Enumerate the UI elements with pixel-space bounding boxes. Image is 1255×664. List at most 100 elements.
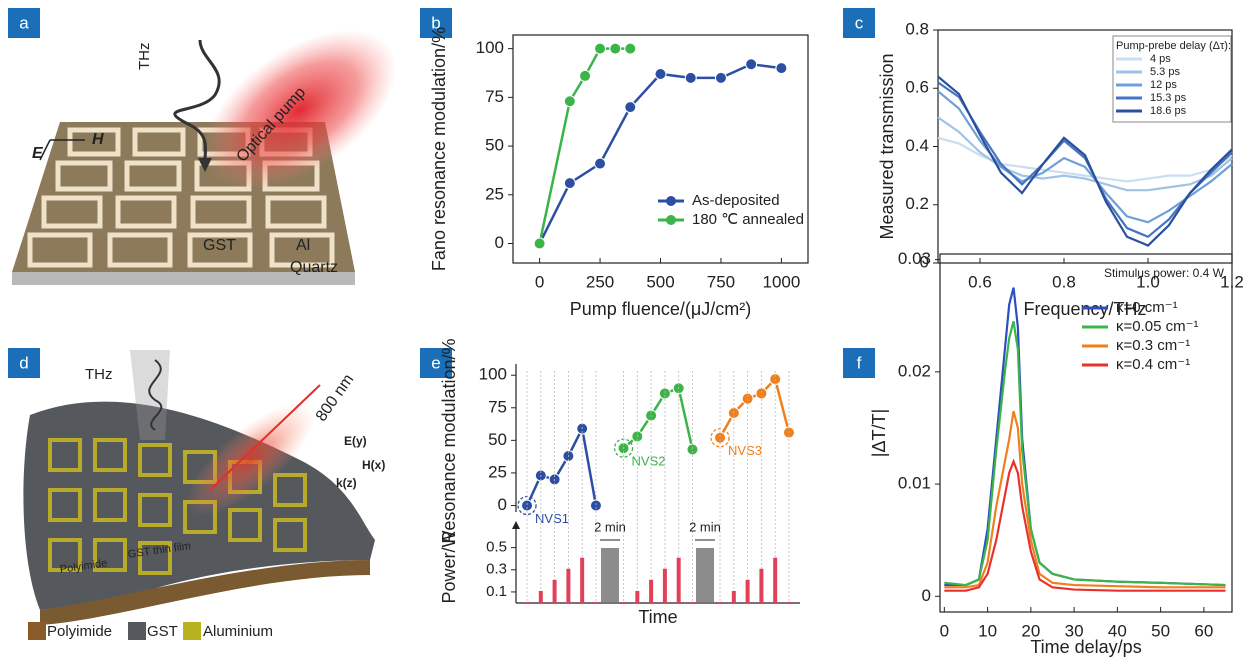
point (579, 69, 592, 82)
x-tick-label: 250 (586, 272, 614, 291)
point (589, 499, 602, 512)
y-axis-label: |ΔT/T| (869, 409, 889, 457)
series-label: NVS3 (728, 443, 762, 458)
point (658, 387, 671, 400)
x-tick-label: 750 (707, 272, 735, 291)
bar (690, 602, 695, 603)
legend-label: Polyimide (47, 623, 112, 640)
y-tick-label: 0.6 (905, 78, 929, 97)
bar (731, 590, 736, 603)
bar (580, 557, 585, 603)
bar (621, 602, 626, 603)
annotation: 2 min (689, 519, 721, 534)
point (684, 71, 697, 84)
y-tick-label: 0.1 (486, 583, 507, 600)
y-tick-label: 0.01 (898, 474, 931, 493)
x-tick-label: 30 (1065, 621, 1084, 640)
x-tick-label: 1.0 (1136, 272, 1160, 291)
pause-block (696, 548, 714, 602)
bar (786, 602, 791, 603)
x-axis-label: Pump fluence/(μJ/cm²) (570, 299, 751, 319)
diagram-label: GST (203, 237, 236, 254)
point (775, 62, 788, 75)
pause-block (601, 548, 619, 602)
panel-label-box (8, 348, 40, 378)
y-tick-label: 0 (495, 233, 504, 252)
point (714, 71, 727, 84)
point (563, 95, 576, 108)
bar (566, 568, 571, 603)
legend-label: 18.6 ps (1150, 105, 1187, 117)
diagram-label: Quartz (290, 259, 338, 276)
diagram-a: THz H E Optical pump GST Al Quartz (12, 30, 397, 285)
diagram-label: THz (136, 43, 153, 71)
y-tick-label: 25 (485, 184, 504, 203)
diagram-label: THz (85, 366, 113, 383)
y-tick-label: 50 (485, 136, 504, 155)
legend-label: 180 ℃ annealed (692, 211, 804, 228)
x-tick-label: 20 (1021, 621, 1040, 640)
series-label: NVS1 (535, 511, 569, 526)
diagram-label: H(x) (362, 458, 385, 472)
legend-label: κ=0.3 cm⁻¹ (1116, 337, 1190, 354)
y-tick-label: 0.8 (905, 19, 929, 38)
point (563, 177, 576, 190)
bar (525, 602, 530, 603)
x-axis-label: Time delay/ps (1030, 637, 1141, 657)
legend-marker (666, 215, 676, 225)
legend-label: κ=0.4 cm⁻¹ (1116, 356, 1190, 373)
point (594, 157, 607, 170)
y-tick-label: 75 (488, 397, 507, 416)
series-line (944, 410, 1226, 589)
point (533, 237, 546, 250)
diagram-d: THz 800 nm E(y) H(x) k(z) GST thin film … (23, 350, 385, 640)
y-tick-label: 25 (488, 462, 507, 481)
bar (649, 579, 654, 603)
panel-label-box (420, 348, 452, 378)
x-tick-label: 1000 (762, 272, 800, 291)
legend-label: 4 ps (1150, 53, 1171, 65)
annotation: Stimulus power: 0.4 W (1104, 266, 1225, 280)
point (609, 42, 622, 55)
y-tick-label: 0 (922, 586, 931, 605)
panel-label-box (420, 8, 452, 38)
legend-label: 5.3 ps (1150, 66, 1180, 78)
x-tick-label: 60 (1194, 621, 1213, 640)
point (686, 443, 699, 456)
legend-title: Pump-prebe delay (Δτ): (1116, 40, 1231, 52)
point (745, 58, 758, 71)
y-axis-label: Fano resonance modulation/% (429, 27, 449, 271)
legend-label: Aluminium (203, 623, 273, 640)
bar (593, 602, 598, 603)
panel-label-box (8, 8, 40, 38)
point (594, 42, 607, 55)
bar (773, 557, 778, 603)
series-line (525, 424, 598, 507)
panel-label-box (843, 348, 875, 378)
x-tick-label: 0.6 (968, 272, 992, 291)
legend-label: As-deposited (692, 192, 780, 209)
legend-label: 15.3 ps (1150, 92, 1187, 104)
plot-frame (939, 253, 1233, 613)
x-axis-label: Time (638, 607, 677, 627)
diagram-label: 800 nm (313, 371, 358, 424)
series-line (937, 116, 1233, 192)
legend-label: κ=0 cm⁻¹ (1116, 299, 1178, 316)
panel-label-box (843, 8, 875, 38)
diagram-label: E (32, 145, 44, 162)
bar (635, 590, 640, 603)
legend-box (1112, 35, 1232, 123)
series-line (944, 458, 1226, 592)
y-tick-label: 0.2 (905, 194, 929, 213)
y-tick-label: 0.03 (898, 249, 931, 268)
point (654, 67, 667, 80)
x-tick-label: 50 (1151, 621, 1170, 640)
panel-label: c (855, 13, 864, 32)
axis-arrow (512, 521, 520, 529)
series-label: NVS2 (632, 454, 666, 469)
x-tick-label: 40 (1108, 621, 1127, 640)
point (741, 392, 754, 405)
diagram-label: k(z) (336, 476, 357, 490)
point (624, 101, 637, 114)
